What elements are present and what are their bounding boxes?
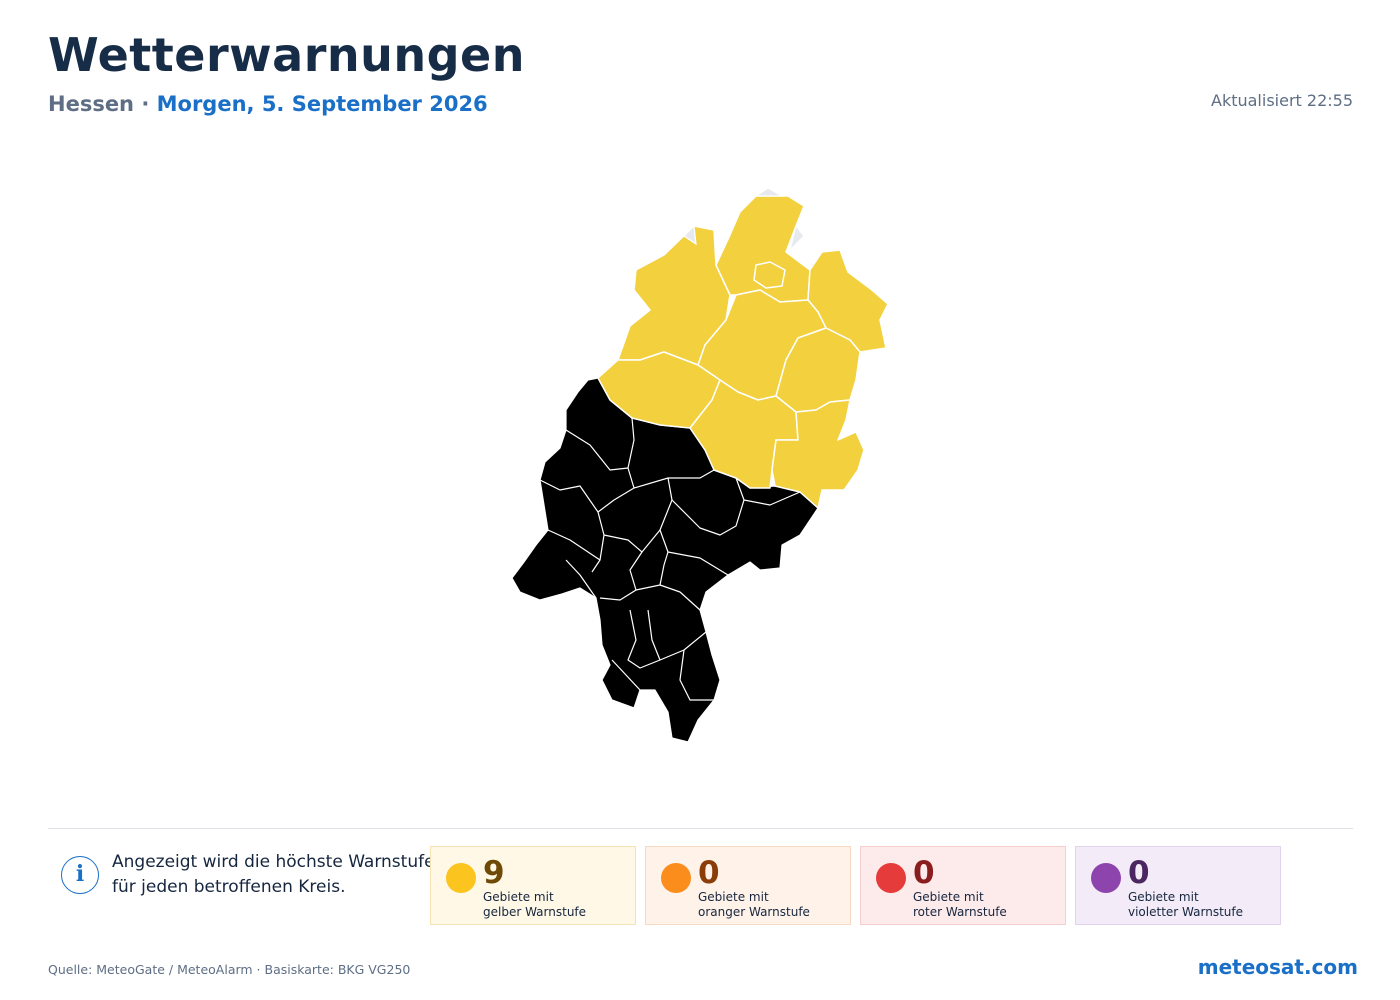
label-yellow: Gebiete mit gelber Warnstufe [483,890,586,920]
legend-card-yellow: 9 Gebiete mit gelber Warnstufe [430,846,636,925]
district-grey-14[interactable] [565,429,629,471]
northern-west-notch [683,224,697,246]
district-grey-7[interactable] [635,584,701,611]
footer-divider [48,828,1353,829]
yellow-dot-icon [446,863,476,893]
district-grey-10[interactable] [647,609,661,661]
northern-tip [754,187,785,197]
count-violet: 0 [1128,855,1150,891]
info-text-line-2: für jeden betroffenen Kreis. [112,877,346,897]
forecast-date: Morgen, 5. September 2026 [156,92,488,116]
state-outline-detail [683,187,805,252]
label-yellow-line-2: gelber Warnstufe [483,905,587,919]
violet-dot-icon [1091,863,1121,893]
district-grey-8[interactable] [659,551,669,586]
label-violet: Gebiete mit violetter Warnstufe [1128,890,1243,920]
label-orange-line-1: Gebiete mit [698,890,769,904]
region-name: Hessen [48,92,135,116]
label-red: Gebiete mit roter Warnstufe [913,890,1007,920]
subtitle: Hessen · Morgen, 5. September 2026 [48,92,488,116]
no-warning-districts [511,377,819,743]
district-grey-3[interactable] [659,477,729,576]
district-grey-13[interactable] [547,529,601,561]
district-grey-16[interactable] [743,491,801,506]
legend-card-red: 0 Gebiete mit roter Warnstufe [860,846,1066,925]
district-grey-15[interactable] [565,559,597,599]
info-icon: i [61,856,99,894]
northern-east-notch [788,224,805,252]
subtitle-separator: · [141,92,150,116]
brand-link[interactable]: meteosat.com [1197,955,1358,979]
district-grey-5[interactable] [603,529,661,553]
page-title: Wetterwarnungen [48,28,526,82]
info-text: Angezeigt wird die höchste Warnstufe für… [112,850,432,900]
label-violet-line-1: Gebiete mit [1128,890,1199,904]
district-grey-12[interactable] [539,479,599,513]
district-yellow-fulda[interactable] [771,399,865,509]
district-grey-11[interactable] [679,649,714,701]
district-grey-2[interactable] [633,469,715,489]
warning-map [511,187,889,743]
red-dot-icon [876,863,906,893]
legend-card-violet: 0 Gebiete mit violetter Warnstufe [1075,846,1281,925]
label-yellow-line-1: Gebiete mit [483,890,554,904]
label-orange-line-2: oranger Warnstufe [698,905,810,919]
count-orange: 0 [698,855,720,891]
district-yellow-vogelsberg[interactable] [689,379,799,489]
label-violet-line-2: violetter Warnstufe [1128,905,1243,919]
district-yellow-kassel-stadt[interactable] [753,261,786,289]
label-orange: Gebiete mit oranger Warnstufe [698,890,810,920]
label-red-line-1: Gebiete mit [913,890,984,904]
label-red-line-2: roter Warnstufe [913,905,1007,919]
legend-card-orange: 0 Gebiete mit oranger Warnstufe [645,846,851,925]
info-text-line-1: Angezeigt wird die höchste Warnstufe [112,852,432,872]
orange-dot-icon [661,863,691,893]
district-grey-1[interactable] [591,417,635,573]
updated-time: Aktualisiert 22:55 [1211,91,1353,110]
district-grey-17[interactable] [611,659,641,691]
district-grey-4[interactable] [671,477,745,536]
count-red: 0 [913,855,935,891]
source-attribution: Quelle: MeteoGate / MeteoAlarm · Basiska… [48,962,411,977]
yellow-warning-districts [597,195,889,509]
count-yellow: 9 [483,855,505,891]
